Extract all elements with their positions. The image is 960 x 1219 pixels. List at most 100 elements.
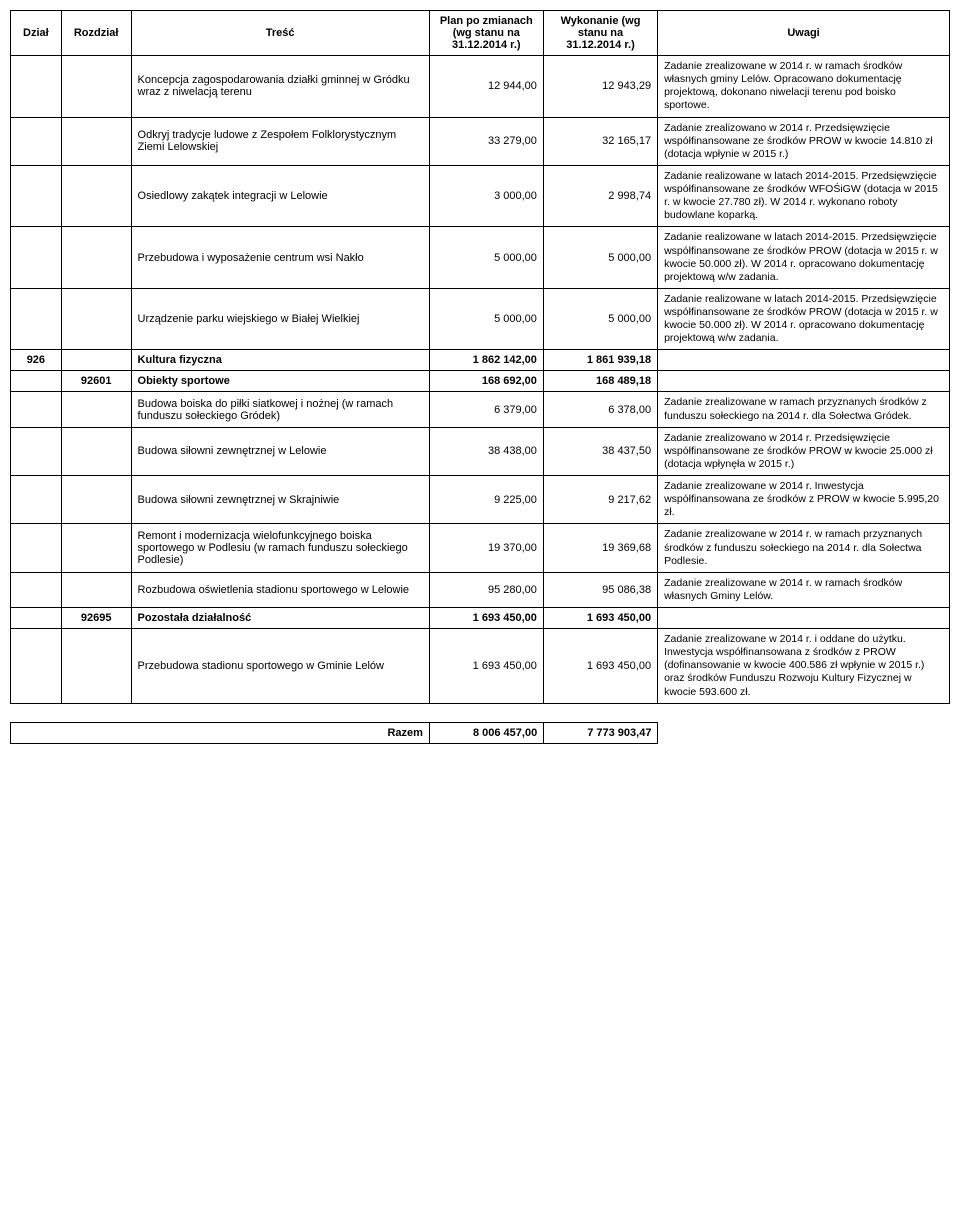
cell-uwagi: Zadanie realizowane w latach 2014-2015. …: [658, 288, 950, 350]
cell-uwagi: Zadanie zrealizowane w 2014 r. Inwestycj…: [658, 476, 950, 524]
cell-wykonanie: 6 378,00: [543, 392, 657, 427]
cell-uwagi: Zadanie zrealizowane w 2014 r. w ramach …: [658, 572, 950, 607]
cell-tresc: Przebudowa i wyposażenie centrum wsi Nak…: [131, 227, 429, 289]
cell-tresc: Rozbudowa oświetlenia stadionu sportoweg…: [131, 572, 429, 607]
cell-wykonanie: 2 998,74: [543, 165, 657, 227]
table-row: 926 Kultura fizyczna1 862 142,001 861 939…: [11, 350, 950, 371]
cell-wykonanie: 38 437,50: [543, 427, 657, 475]
cell-plan: 1 693 450,00: [429, 629, 543, 704]
cell-uwagi: Zadanie zrealizowane w 2014 r. w ramach …: [658, 524, 950, 572]
table-row: 92695Pozostała działalność1 693 450,001 …: [11, 608, 950, 629]
header-dzial: Dział: [11, 11, 62, 56]
cell-rozdzial: 92695: [61, 608, 131, 629]
cell-rozdzial: [61, 572, 131, 607]
cell-tresc: Obiekty sportowe: [131, 371, 429, 392]
budget-table: Dział Rozdział Treść Plan po zmianach (w…: [10, 10, 950, 704]
cell-dzial: [11, 427, 62, 475]
cell-plan: 9 225,00: [429, 476, 543, 524]
cell-plan: 1 862 142,00: [429, 350, 543, 371]
razem-label: Razem: [11, 722, 430, 743]
cell-wykonanie: 32 165,17: [543, 117, 657, 165]
cell-plan: 6 379,00: [429, 392, 543, 427]
table-row: Przebudowa stadionu sportowego w Gminie …: [11, 629, 950, 704]
cell-dzial: [11, 288, 62, 350]
cell-dzial: [11, 371, 62, 392]
cell-plan: 19 370,00: [429, 524, 543, 572]
cell-wykonanie: 1 861 939,18: [543, 350, 657, 371]
cell-rozdzial: [61, 427, 131, 475]
header-row: Dział Rozdział Treść Plan po zmianach (w…: [11, 11, 950, 56]
cell-tresc: Urządzenie parku wiejskiego w Białej Wie…: [131, 288, 429, 350]
table-row: Rozbudowa oświetlenia stadionu sportoweg…: [11, 572, 950, 607]
cell-wykonanie: 95 086,38: [543, 572, 657, 607]
cell-wykonanie: 5 000,00: [543, 288, 657, 350]
table-row: Budowa boiska do piłki siatkowej i nożne…: [11, 392, 950, 427]
cell-tresc: Budowa boiska do piłki siatkowej i nożne…: [131, 392, 429, 427]
header-wykonanie: Wykonanie (wg stanu na 31.12.2014 r.): [543, 11, 657, 56]
table-row: Przebudowa i wyposażenie centrum wsi Nak…: [11, 227, 950, 289]
razem-row: Razem 8 006 457,00 7 773 903,47: [11, 722, 951, 743]
cell-rozdzial: 92601: [61, 371, 131, 392]
cell-plan: 38 438,00: [429, 427, 543, 475]
table-row: Budowa siłowni zewnętrznej w Lelowie38 4…: [11, 427, 950, 475]
cell-rozdzial: [61, 227, 131, 289]
header-plan: Plan po zmianach (wg stanu na 31.12.2014…: [429, 11, 543, 56]
table-row: Budowa siłowni zewnętrznej w Skrajniwie9…: [11, 476, 950, 524]
cell-rozdzial: [61, 117, 131, 165]
cell-plan: 5 000,00: [429, 288, 543, 350]
cell-dzial: [11, 56, 62, 118]
table-row: Urządzenie parku wiejskiego w Białej Wie…: [11, 288, 950, 350]
cell-rozdzial: [61, 629, 131, 704]
cell-wykonanie: 5 000,00: [543, 227, 657, 289]
table-row: Remont i modernizacja wielofunkcyjnego b…: [11, 524, 950, 572]
cell-dzial: [11, 476, 62, 524]
cell-plan: 168 692,00: [429, 371, 543, 392]
cell-tresc: Odkryj tradycje ludowe z Zespołem Folklo…: [131, 117, 429, 165]
cell-rozdzial: [61, 392, 131, 427]
cell-plan: 5 000,00: [429, 227, 543, 289]
cell-dzial: [11, 117, 62, 165]
cell-rozdzial: [61, 165, 131, 227]
cell-uwagi: Zadanie zrealizowane w 2014 r. w ramach …: [658, 56, 950, 118]
cell-dzial: [11, 227, 62, 289]
razem-plan: 8 006 457,00: [429, 722, 543, 743]
cell-dzial: [11, 524, 62, 572]
header-uwagi: Uwagi: [658, 11, 950, 56]
cell-uwagi: Zadanie zrealizowane w ramach przyznanyc…: [658, 392, 950, 427]
cell-dzial: [11, 165, 62, 227]
cell-dzial: [11, 572, 62, 607]
cell-wykonanie: 9 217,62: [543, 476, 657, 524]
header-rozdzial: Rozdział: [61, 11, 131, 56]
cell-plan: 95 280,00: [429, 572, 543, 607]
cell-uwagi: Zadanie realizowane w latach 2014-2015. …: [658, 227, 950, 289]
razem-table: Razem 8 006 457,00 7 773 903,47: [10, 722, 950, 744]
table-row: Koncepcja zagospodarowania działki gminn…: [11, 56, 950, 118]
cell-uwagi: [658, 350, 950, 371]
cell-rozdzial: [61, 524, 131, 572]
header-tresc: Treść: [131, 11, 429, 56]
cell-plan: 1 693 450,00: [429, 608, 543, 629]
table-row: Osiedlowy zakątek integracji w Lelowie3 …: [11, 165, 950, 227]
cell-tresc: Koncepcja zagospodarowania działki gminn…: [131, 56, 429, 118]
cell-plan: 12 944,00: [429, 56, 543, 118]
cell-tresc: Przebudowa stadionu sportowego w Gminie …: [131, 629, 429, 704]
cell-tresc: Pozostała działalność: [131, 608, 429, 629]
cell-uwagi: Zadanie realizowane w latach 2014-2015. …: [658, 165, 950, 227]
cell-tresc: Budowa siłowni zewnętrznej w Skrajniwie: [131, 476, 429, 524]
cell-tresc: Osiedlowy zakątek integracji w Lelowie: [131, 165, 429, 227]
cell-tresc: Kultura fizyczna: [131, 350, 429, 371]
cell-wykonanie: 1 693 450,00: [543, 629, 657, 704]
cell-rozdzial: [61, 288, 131, 350]
cell-dzial: [11, 392, 62, 427]
cell-plan: 33 279,00: [429, 117, 543, 165]
cell-uwagi: Zadanie zrealizowano w 2014 r. Przedsięw…: [658, 427, 950, 475]
cell-tresc: Remont i modernizacja wielofunkcyjnego b…: [131, 524, 429, 572]
razem-wyk: 7 773 903,47: [544, 722, 658, 743]
cell-tresc: Budowa siłowni zewnętrznej w Lelowie: [131, 427, 429, 475]
cell-wykonanie: 1 693 450,00: [543, 608, 657, 629]
table-row: 92601Obiekty sportowe168 692,00168 489,1…: [11, 371, 950, 392]
cell-rozdzial: [61, 476, 131, 524]
cell-dzial: 926: [11, 350, 62, 371]
table-row: Odkryj tradycje ludowe z Zespołem Folklo…: [11, 117, 950, 165]
cell-wykonanie: 168 489,18: [543, 371, 657, 392]
